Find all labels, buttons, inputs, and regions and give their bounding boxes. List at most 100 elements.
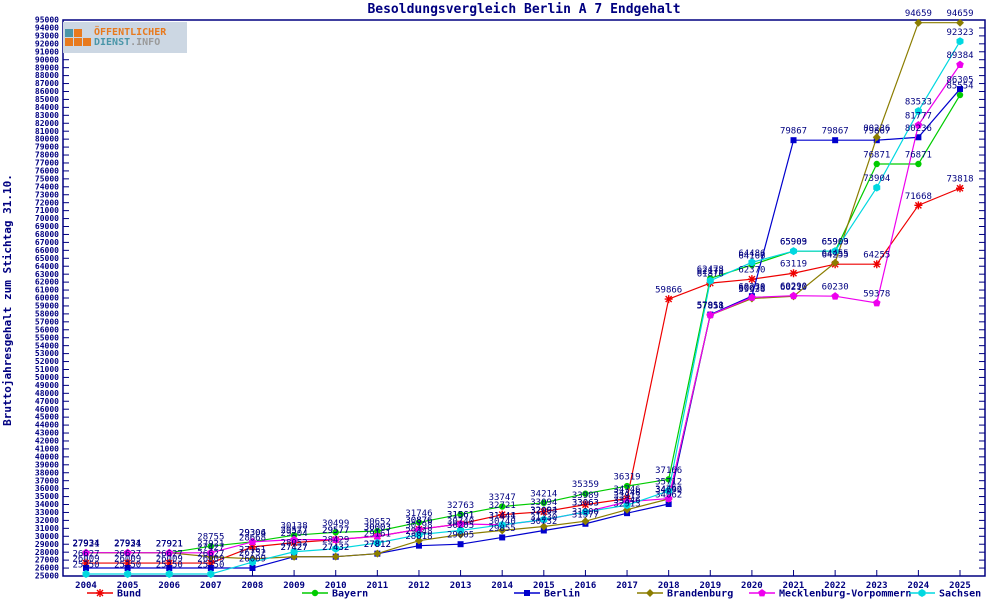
y-tick-label: 74000: [35, 182, 59, 191]
square-marker: [166, 564, 173, 571]
hexagon-marker: [706, 276, 714, 285]
value-label-mecklenburg-vorpommern: 33063: [572, 498, 599, 508]
legend-label-sachsen: Sachsen: [939, 589, 981, 600]
data-point-sachsen: [665, 486, 673, 495]
y-tick-label: 42000: [35, 437, 59, 446]
data-point-brandenburg: [539, 522, 548, 531]
value-label-bayern: 31746: [405, 509, 432, 519]
y-tick-label: 27000: [35, 556, 59, 565]
value-label-bayern: 27921: [156, 539, 183, 549]
value-label-bund: 26627: [156, 550, 183, 560]
data-point-mecklenburg-vorpommern: [872, 298, 881, 307]
legend-item-brandenburg: Brandenburg: [637, 589, 733, 600]
legend-label-bayern: Bayern: [332, 589, 368, 600]
y-tick-label: 65000: [35, 254, 59, 263]
y-tick-label: 73000: [35, 190, 59, 199]
value-label-sachsen: 25250: [72, 561, 99, 571]
square-marker: [207, 564, 214, 571]
x-tick-label: 2020: [741, 581, 763, 591]
value-label-sachsen: 30198: [405, 521, 432, 531]
value-label-berlin: 60230: [738, 283, 765, 293]
y-tick-label: 89000: [35, 63, 59, 72]
circle-marker: [623, 482, 631, 490]
star-marker: [165, 559, 174, 568]
value-label-mecklenburg-vorpommern: 31561: [447, 510, 474, 520]
y-tick-label: 90000: [35, 55, 59, 64]
value-label-brandenburg: 57858: [697, 302, 724, 312]
data-series: [82, 18, 964, 579]
value-label-sachsen: 28052: [281, 538, 308, 548]
hexagon-marker: [373, 538, 381, 547]
value-label-sachsen: 33063: [572, 498, 599, 508]
value-label-bayern: 76871: [905, 150, 932, 160]
hexagon-marker: [124, 570, 132, 579]
value-label-brandenburg: 27161: [239, 545, 266, 555]
y-tick-label: 68000: [35, 230, 59, 239]
logo-text-dienst: DIENST: [94, 36, 131, 48]
value-label-brandenburg: 94659: [946, 9, 973, 19]
data-point-brandenburg: [290, 552, 299, 561]
data-point-sachsen: [748, 258, 756, 267]
hexagon-marker: [82, 570, 90, 579]
data-point-mecklenburg-vorpommern: [165, 548, 174, 557]
value-label-berlin: 34062: [655, 491, 682, 501]
x-axis-ticks: 2004 2005 2006 2007 2008 2009 2010 2011 2012 2013…: [75, 570, 971, 591]
circle-marker: [374, 527, 381, 535]
data-point-mecklenburg-vorpommern: [123, 548, 132, 557]
star-marker: [248, 542, 257, 551]
data-point-bayern: [623, 482, 631, 490]
y-tick-label: 82000: [35, 119, 59, 128]
data-point-brandenburg: [831, 258, 840, 267]
y-tick-label: 34000: [35, 500, 59, 509]
value-label-bund: 32721: [489, 501, 516, 511]
diamond-marker: [956, 18, 964, 27]
data-point-bund: [789, 269, 798, 278]
data-point-berlin: [665, 501, 672, 508]
y-tick-label: 53000: [35, 349, 59, 358]
pentagon-marker: [758, 589, 766, 597]
data-point-sachsen: [706, 276, 714, 285]
pentagon-marker: [664, 494, 673, 502]
y-tick-label: 32000: [35, 516, 59, 525]
data-point-sachsen: [873, 183, 881, 192]
x-tick-label: 2010: [325, 581, 347, 591]
y-tick-label: 60000: [35, 294, 59, 303]
legend-item-berlin: Berlin: [514, 588, 580, 600]
value-label-bund: 62370: [738, 266, 765, 276]
data-point-sachsen: [956, 37, 964, 46]
y-tick-label: 88000: [35, 71, 59, 80]
value-label-mecklenburg-vorpommern: 27934: [114, 539, 141, 549]
y-axis-label: Bruttojahresgehalt zum Stichtag 31.10.: [1, 174, 14, 426]
x-tick-label: 2023: [866, 581, 888, 591]
value-label-brandenburg: 30740: [489, 517, 516, 527]
y-tick-label: 64000: [35, 262, 59, 271]
value-label-bund: 30003: [364, 523, 391, 533]
star-marker: [581, 500, 590, 509]
x-tick-label: 2011: [366, 581, 388, 591]
data-point-berlin: [124, 564, 131, 571]
y-tick-label: 47000: [35, 397, 59, 406]
y-tick-label: 62000: [35, 278, 59, 287]
data-point-berlin: [249, 564, 256, 571]
data-point-bund: [539, 507, 548, 516]
hexagon-marker: [873, 183, 881, 192]
value-label-berlin: 80236: [905, 124, 932, 134]
y-tick-label: 83000: [35, 111, 59, 120]
data-point-berlin: [499, 534, 506, 541]
x-tick-label: 2025: [949, 581, 971, 591]
value-label-brandenburg: 27921: [72, 539, 99, 549]
value-label-bund: 31561: [447, 510, 474, 520]
value-label-berlin: 26009: [156, 554, 183, 564]
value-label-mecklenburg-vorpommern: 27921: [156, 539, 183, 549]
value-label-bayern: 65903: [780, 238, 807, 248]
data-point-bund: [747, 275, 756, 284]
y-tick-label: 66000: [35, 246, 59, 255]
data-point-brandenburg: [914, 18, 923, 27]
y-tick-label: 58000: [35, 309, 59, 318]
value-label-bayern: 27934: [114, 539, 141, 549]
y-tick-label: 95000: [35, 16, 59, 25]
value-label-bayern: 34214: [530, 489, 557, 499]
y-axis-ticks: 2500026000270002800029000300003100032000…: [35, 16, 985, 581]
x-tick-label: 2015: [533, 581, 555, 591]
